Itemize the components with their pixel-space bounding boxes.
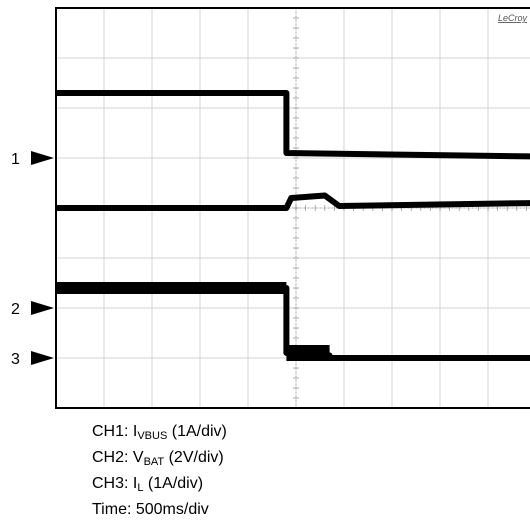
legend-ch2-suffix: (2V/div) [164,449,224,466]
series-1-trace [56,90,530,160]
channel-marker-arrow-3 [31,351,54,365]
legend-ch2-prefix: CH2: V [92,449,144,466]
channel-marker-label-3: 3 [11,351,20,368]
channel-legend: CH1: IVBUS (1A/div) CH2: VBAT (2V/div) C… [92,421,227,521]
legend-ch3-sub: L [137,482,144,494]
legend-ch1: CH1: IVBUS (1A/div) [92,421,227,447]
legend-ch3-prefix: CH3: I [92,475,138,492]
legend-ch1-prefix: CH1: I [92,423,138,440]
channel-markers-group: 1 2 3 [11,151,54,368]
channel-marker-label-1: 1 [11,151,20,168]
brand-logo: LeCroy [498,13,528,23]
legend-ch1-suffix: (1A/div) [167,423,227,440]
legend-ch3: CH3: IL (1A/div) [92,473,227,499]
traces-group [56,90,530,361]
channel-marker-arrow-1 [31,151,54,165]
series-3-burst [286,345,330,361]
channel-marker-label-2: 2 [11,301,20,318]
legend-ch3-suffix: (1A/div) [143,475,204,492]
series-2-trace [56,192,530,211]
legend-ch2-sub: BAT [143,456,165,468]
legend-ch1-sub: VBUS [137,430,168,442]
legend-time: Time: 500ms/div [92,501,209,518]
legend-ch2: CH2: VBAT (2V/div) [92,447,227,473]
series-3-band [56,282,287,294]
channel-marker-arrow-2 [31,301,54,315]
